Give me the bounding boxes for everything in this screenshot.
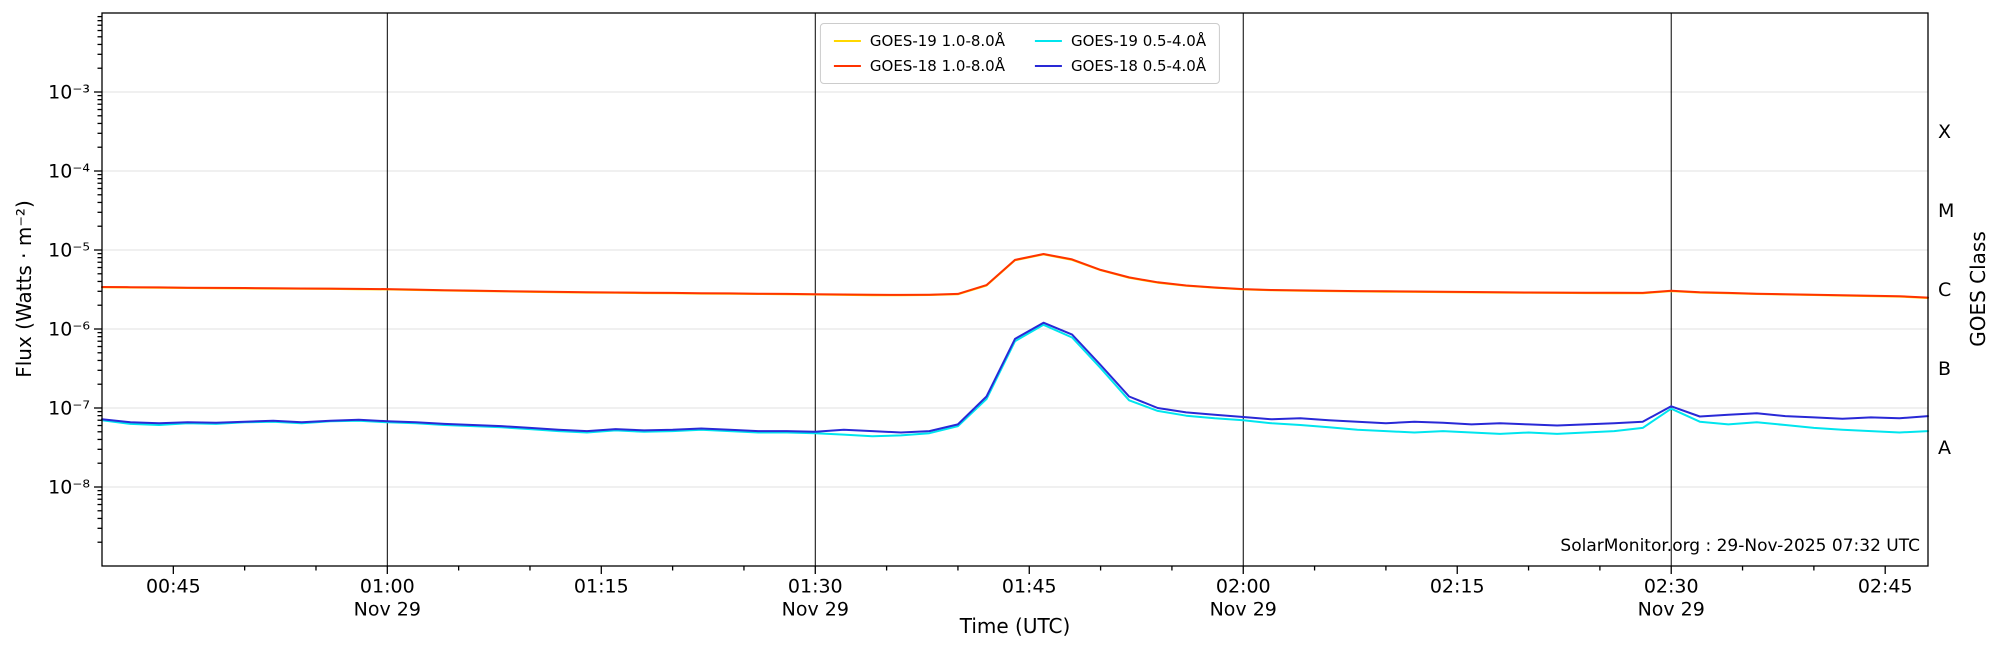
x-tick-label: 02:30: [1644, 576, 1699, 598]
legend-label: GOES-18 0.5-4.0Å: [1071, 57, 1207, 75]
x-tick-sublabel: Nov 29: [1210, 599, 1277, 621]
x-tick-label: 01:15: [574, 576, 629, 598]
x-tick-label: 01:00: [360, 576, 415, 598]
series-line-4: [101, 321, 1929, 434]
legend-line-swatch: [1035, 40, 1062, 42]
y-tick-label: 10⁻³: [48, 82, 90, 104]
watermark-text: SolarMonitor.org : 29-Nov-2025 07:32 UTC: [1560, 536, 1920, 556]
y-axis-right-label: GOES Class: [1966, 231, 1990, 347]
legend-line-swatch: [833, 65, 861, 67]
axis-ticks: [94, 15, 1886, 574]
x-tick-sublabel: Nov 29: [1638, 599, 1705, 621]
series-lines: [101, 253, 1929, 438]
legend: GOES-19 1.0-8.0Å GOES-18 1.0-8.0Å GOES-19 …: [819, 23, 1221, 84]
series-line-2: [101, 253, 1929, 299]
x-tick-label: 02:15: [1430, 576, 1485, 598]
legend-item: GOES-19 0.5-4.0Å: [1035, 32, 1206, 50]
legend-item: GOES-18 0.5-4.0Å: [1035, 57, 1206, 75]
goes-class-label: C: [1938, 279, 1951, 301]
x-tick-label: 00:45: [146, 576, 201, 598]
x-tick-label: 02:00: [1216, 576, 1271, 598]
x-tick-label: 01:45: [1002, 576, 1057, 598]
x-tick-sublabel: Nov 29: [782, 599, 849, 621]
y-tick-label: 10⁻⁵: [48, 240, 90, 262]
y-tick-label: 10⁻⁸: [48, 477, 90, 499]
goes-class-label: M: [1938, 200, 1954, 222]
legend-label: GOES-19 1.0-8.0Å: [869, 32, 1005, 50]
y-tick-label: 10⁻⁷: [48, 398, 90, 420]
day-boundary-lines: [386, 13, 1672, 566]
y-tick-label: 10⁻⁴: [48, 161, 90, 183]
plot-border: [101, 12, 1929, 567]
goes-class-label: X: [1938, 121, 1951, 143]
goes-class-label: B: [1938, 358, 1951, 380]
y-axis-label: Flux (Watts · m⁻²): [12, 200, 36, 378]
series-line-3: [101, 323, 1929, 438]
legend-label: GOES-19 0.5-4.0Å: [1071, 32, 1207, 50]
legend-line-swatch: [833, 40, 861, 42]
goes-class-label: A: [1938, 437, 1951, 459]
legend-item: GOES-19 1.0-8.0Å: [833, 32, 1005, 50]
legend-label: GOES-18 1.0-8.0Å: [869, 57, 1005, 75]
x-axis-label: Time (UTC): [959, 614, 1071, 638]
legend-line-swatch: [1035, 65, 1062, 67]
x-tick-label: 02:45: [1858, 576, 1913, 598]
legend-item: GOES-18 1.0-8.0Å: [833, 57, 1005, 75]
x-tick-label: 01:30: [788, 576, 843, 598]
gridlines: [102, 91, 1928, 488]
x-tick-sublabel: Nov 29: [354, 599, 421, 621]
y-tick-label: 10⁻⁶: [48, 319, 90, 341]
